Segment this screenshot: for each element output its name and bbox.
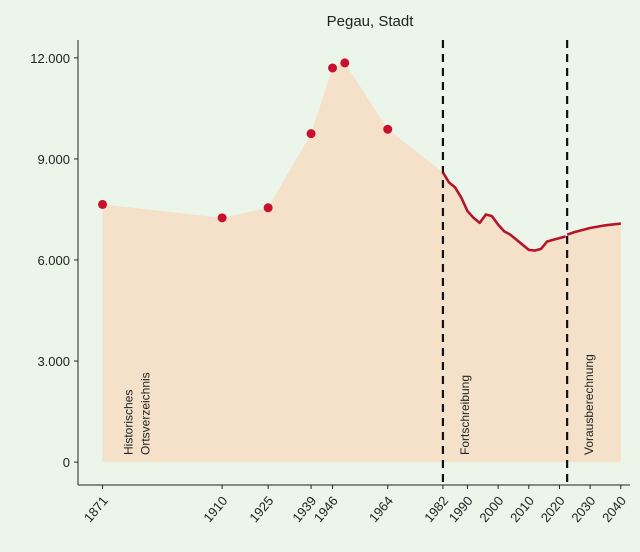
y-tick-label: 9.000 [37, 152, 70, 167]
data-point [98, 199, 108, 209]
data-point [383, 124, 393, 134]
x-tick-label: 2020 [538, 493, 568, 525]
data-point [306, 129, 316, 139]
chart-title: Pegau, Stadt [327, 13, 415, 30]
x-tick-label: 2040 [599, 493, 629, 525]
x-tick-label: 1946 [311, 493, 341, 525]
data-point [217, 213, 227, 223]
section-label: Ortsverzeichnis [139, 372, 153, 455]
y-tick-label: 6.000 [37, 253, 70, 268]
data-line [441, 171, 566, 252]
x-tick-label: 1982 [421, 493, 451, 525]
section-label: Fortschreibung [458, 375, 472, 455]
data-point [340, 58, 350, 68]
y-tick-label: 0 [63, 455, 70, 470]
x-tick-label: 1964 [366, 493, 396, 525]
x-tick-label: 2030 [568, 493, 598, 525]
data-line [566, 222, 621, 236]
section-label: Historisches [122, 390, 136, 455]
x-tick-label: 2010 [507, 493, 537, 525]
x-tick-label: 1925 [246, 493, 276, 525]
x-tick-label: 1910 [200, 493, 230, 525]
section-label: Vorausberechnung [582, 354, 596, 455]
x-tick-label: 1871 [81, 493, 111, 525]
y-tick-label: 12.000 [30, 51, 70, 66]
x-tick-label: 2000 [476, 493, 506, 525]
area [102, 62, 621, 463]
data-point [263, 203, 273, 213]
data-point [328, 63, 338, 73]
x-tick-label: 1990 [446, 493, 476, 525]
y-tick-label: 3.000 [37, 354, 70, 369]
